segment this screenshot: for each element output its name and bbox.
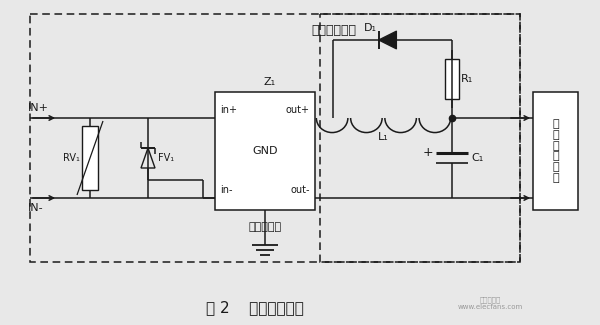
Bar xyxy=(82,126,98,190)
Bar xyxy=(215,92,315,210)
Text: 图 2    输入滤波电路: 图 2 输入滤波电路 xyxy=(206,301,304,316)
Text: D₁: D₁ xyxy=(364,23,377,33)
Text: 高
频
逆
变
电
路: 高 频 逆 变 电 路 xyxy=(552,119,559,183)
Text: out+: out+ xyxy=(286,105,310,115)
Text: in+: in+ xyxy=(220,105,237,115)
Text: FV₁: FV₁ xyxy=(158,153,174,163)
Bar xyxy=(533,92,578,210)
Text: out-: out- xyxy=(290,185,310,195)
Text: IN+: IN+ xyxy=(28,103,49,113)
Bar xyxy=(30,14,520,262)
Text: +: + xyxy=(422,146,433,159)
Polygon shape xyxy=(379,31,397,49)
Text: Z₁: Z₁ xyxy=(263,77,275,87)
Text: L₁: L₁ xyxy=(378,132,389,142)
Text: GND: GND xyxy=(252,146,278,156)
Text: R₁: R₁ xyxy=(461,74,473,84)
Text: IN-: IN- xyxy=(28,203,44,213)
Text: 直流滤波器: 直流滤波器 xyxy=(248,222,281,232)
Text: RV₁: RV₁ xyxy=(63,153,80,163)
Text: 输入滤波电路: 输入滤波电路 xyxy=(311,23,356,36)
Text: C₁: C₁ xyxy=(471,153,483,163)
Bar xyxy=(320,14,520,262)
Text: 电子发烧友
www.elecfans.com: 电子发烧友 www.elecfans.com xyxy=(457,296,523,310)
Bar xyxy=(445,59,459,99)
Text: in-: in- xyxy=(220,185,233,195)
